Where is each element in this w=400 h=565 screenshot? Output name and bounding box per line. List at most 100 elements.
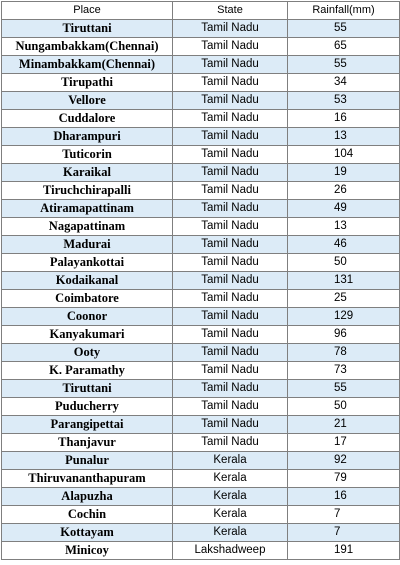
state-cell: Tamil Nadu (172, 145, 288, 164)
table-row: Nungambakkam(Chennai) Tamil Nadu 65 (1, 37, 400, 56)
state-cell: Tamil Nadu (172, 127, 288, 146)
table-row: Coonor Tamil Nadu 129 (1, 307, 400, 326)
place-cell: Ooty (1, 343, 173, 362)
rainfall-cell: 92 (287, 451, 400, 470)
table-row: Kottayam Kerala 7 (1, 523, 400, 542)
place-cell: Tiruttani (1, 379, 173, 398)
place-cell: Tuticorin (1, 145, 173, 164)
table-row: Atiramapattinam Tamil Nadu 49 (1, 199, 400, 218)
rainfall-cell: 16 (287, 109, 400, 128)
table-row: Nagapattinam Tamil Nadu 13 (1, 217, 400, 236)
rainfall-cell: 46 (287, 235, 400, 254)
table-row: Cochin Kerala 7 (1, 505, 400, 524)
place-cell: Palayankottai (1, 253, 173, 272)
place-cell: Puducherry (1, 397, 173, 416)
place-cell: Cuddalore (1, 109, 173, 128)
state-cell: Tamil Nadu (172, 271, 288, 290)
state-cell: Tamil Nadu (172, 163, 288, 182)
place-cell: Punalur (1, 451, 173, 470)
place-cell: Kottayam (1, 523, 173, 542)
state-cell: Kerala (172, 451, 288, 470)
table-row: Punalur Kerala 92 (1, 451, 400, 470)
rainfall-cell: 65 (287, 37, 400, 56)
place-cell: Nagapattinam (1, 217, 173, 236)
rainfall-cell: 25 (287, 289, 400, 308)
place-cell: Dharampuri (1, 127, 173, 146)
place-cell: Tiruttani (1, 19, 173, 38)
state-cell: Tamil Nadu (172, 109, 288, 128)
table-row: Dharampuri Tamil Nadu 13 (1, 127, 400, 146)
table-row: Vellore Tamil Nadu 53 (1, 91, 400, 110)
state-cell: Tamil Nadu (172, 19, 288, 38)
rainfall-cell: 50 (287, 397, 400, 416)
table-row: Alapuzha Kerala 16 (1, 487, 400, 506)
table-row: Parangipettai Tamil Nadu 21 (1, 415, 400, 434)
table-header: Place State Rainfall(mm) (1, 1, 400, 20)
table-row: Tiruttani Tamil Nadu 55 (1, 19, 400, 38)
rainfall-cell: 79 (287, 469, 400, 488)
rainfall-cell: 16 (287, 487, 400, 506)
state-cell: Tamil Nadu (172, 433, 288, 452)
state-cell: Kerala (172, 469, 288, 488)
state-cell: Tamil Nadu (172, 307, 288, 326)
rainfall-cell: 73 (287, 361, 400, 380)
rainfall-cell: 53 (287, 91, 400, 110)
state-cell: Tamil Nadu (172, 217, 288, 236)
state-cell: Tamil Nadu (172, 379, 288, 398)
rainfall-cell: 78 (287, 343, 400, 362)
table-row: Tuticorin Tamil Nadu 104 (1, 145, 400, 164)
place-cell: K. Paramathy (1, 361, 173, 380)
state-cell: Tamil Nadu (172, 253, 288, 272)
rainfall-cell: 129 (287, 307, 400, 326)
header-state: State (172, 1, 288, 20)
place-cell: Coimbatore (1, 289, 173, 308)
table-row: Tirupathi Tamil Nadu 34 (1, 73, 400, 92)
table-row: Coimbatore Tamil Nadu 25 (1, 289, 400, 308)
state-cell: Tamil Nadu (172, 73, 288, 92)
place-cell: Tiruchchirapalli (1, 181, 173, 200)
state-cell: Tamil Nadu (172, 325, 288, 344)
state-cell: Tamil Nadu (172, 37, 288, 56)
table-row: Tiruchchirapalli Tamil Nadu 26 (1, 181, 400, 200)
rainfall-cell: 55 (287, 19, 400, 38)
table-row: Puducherry Tamil Nadu 50 (1, 397, 400, 416)
rainfall-cell: 50 (287, 253, 400, 272)
place-cell: Kanyakumari (1, 325, 173, 344)
rainfall-cell: 17 (287, 433, 400, 452)
place-cell: Tirupathi (1, 73, 173, 92)
rainfall-cell: 104 (287, 145, 400, 164)
table-row: Ooty Tamil Nadu 78 (1, 343, 400, 362)
state-cell: Tamil Nadu (172, 361, 288, 380)
table-row: Minicoy Lakshadweep 191 (1, 541, 400, 560)
place-cell: Parangipettai (1, 415, 173, 434)
state-cell: Tamil Nadu (172, 91, 288, 110)
state-cell: Kerala (172, 523, 288, 542)
state-cell: Kerala (172, 505, 288, 524)
place-cell: Madurai (1, 235, 173, 254)
place-cell: Coonor (1, 307, 173, 326)
state-cell: Tamil Nadu (172, 343, 288, 362)
state-cell: Tamil Nadu (172, 397, 288, 416)
rainfall-cell: 49 (287, 199, 400, 218)
table-row: Thanjavur Tamil Nadu 17 (1, 433, 400, 452)
table-row: Kanyakumari Tamil Nadu 96 (1, 325, 400, 344)
place-cell: Karaikal (1, 163, 173, 182)
state-cell: Tamil Nadu (172, 181, 288, 200)
rainfall-cell: 19 (287, 163, 400, 182)
state-cell: Tamil Nadu (172, 55, 288, 74)
place-cell: Nungambakkam(Chennai) (1, 37, 173, 56)
place-cell: Thiruvananthapuram (1, 469, 173, 488)
place-cell: Minambakkam(Chennai) (1, 55, 173, 74)
place-cell: Alapuzha (1, 487, 173, 506)
rainfall-cell: 55 (287, 379, 400, 398)
place-cell: Kodaikanal (1, 271, 173, 290)
table-row: Karaikal Tamil Nadu 19 (1, 163, 400, 182)
place-cell: Vellore (1, 91, 173, 110)
table-row: Cuddalore Tamil Nadu 16 (1, 109, 400, 128)
state-cell: Lakshadweep (172, 541, 288, 560)
rainfall-cell: 34 (287, 73, 400, 92)
header-rainfall: Rainfall(mm) (287, 1, 400, 20)
header-place: Place (1, 1, 173, 20)
